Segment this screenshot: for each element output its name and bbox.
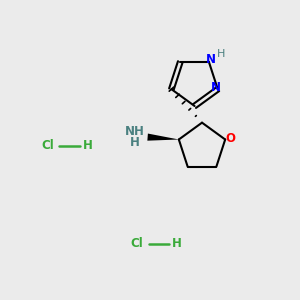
Text: NH: NH xyxy=(125,125,145,138)
Text: H: H xyxy=(82,139,92,152)
Text: N: N xyxy=(211,81,221,94)
Text: H: H xyxy=(217,49,226,58)
Text: N: N xyxy=(206,53,215,66)
Polygon shape xyxy=(147,134,179,141)
Text: O: O xyxy=(226,132,236,146)
Text: H: H xyxy=(172,237,182,250)
Text: H: H xyxy=(130,136,140,149)
Text: Cl: Cl xyxy=(41,139,54,152)
Text: Cl: Cl xyxy=(130,237,143,250)
